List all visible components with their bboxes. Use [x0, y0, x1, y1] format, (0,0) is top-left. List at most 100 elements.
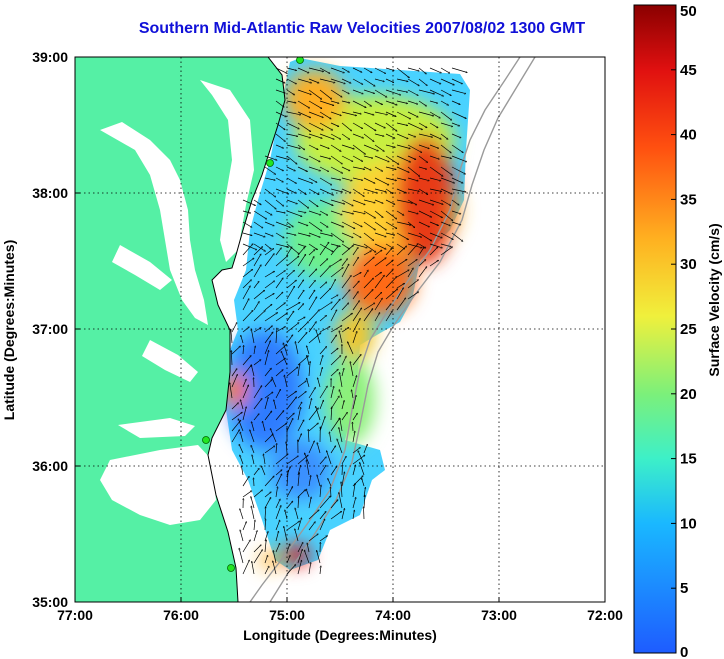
velocity-vector [275, 327, 286, 333]
velocity-vector [396, 298, 406, 311]
velocity-vector [253, 281, 259, 289]
velocity-vector [308, 522, 315, 531]
velocity-vector [275, 210, 285, 213]
velocity-vector [451, 177, 463, 183]
velocity-vector [275, 155, 289, 160]
velocity-vector [275, 199, 284, 206]
velocity-vector [374, 155, 389, 162]
velocity-vector [385, 210, 397, 219]
velocity-vector [251, 497, 255, 509]
velocity-vector [407, 259, 417, 267]
velocity-vector [238, 419, 244, 432]
velocity-vector [385, 289, 398, 300]
velocity-vector [264, 199, 276, 209]
velocity-vector [264, 332, 273, 344]
velocity-vector [418, 144, 429, 149]
station-marker [227, 564, 235, 572]
station-marker [202, 436, 210, 444]
velocity-vector [352, 199, 365, 205]
velocity-vector [264, 313, 278, 322]
velocity-vector [396, 155, 411, 162]
velocity-vector [297, 473, 299, 487]
velocity-vector [352, 257, 359, 267]
velocity-vector [286, 199, 297, 204]
velocity-vector [286, 221, 293, 227]
velocity-vector [330, 100, 339, 103]
velocity-vector [418, 221, 430, 227]
velocity-vector [264, 476, 274, 487]
velocity-vector [328, 478, 332, 487]
velocity-vector [341, 78, 351, 83]
velocity-vector [240, 509, 244, 520]
velocity-vector [297, 322, 309, 333]
velocity-vector [407, 210, 418, 214]
velocity-vector [297, 78, 312, 83]
velocity-vector [281, 351, 288, 366]
velocity-vector [264, 566, 269, 575]
velocity-vector [308, 122, 323, 130]
velocity-vector [342, 465, 343, 476]
velocity-vector [319, 386, 327, 399]
velocity-vector [264, 293, 274, 300]
velocity-vector [352, 308, 362, 322]
velocity-vector [264, 188, 276, 197]
velocity-vector [451, 133, 461, 138]
velocity-vector [242, 199, 256, 206]
y-tick-label: 37:00 [32, 321, 68, 337]
velocity-vector [264, 341, 271, 355]
velocity-vector [253, 199, 261, 205]
velocity-vector [253, 221, 263, 228]
velocity-vector [363, 232, 374, 241]
velocity-vector [352, 155, 363, 161]
velocity-vector [297, 210, 306, 213]
velocity-vector [440, 111, 452, 120]
velocity-vector [275, 271, 285, 278]
velocity-vector [407, 232, 422, 237]
velocity-vector [319, 496, 331, 509]
velocity-vector [407, 100, 418, 104]
velocity-vector [253, 247, 263, 256]
velocity-vector [363, 289, 373, 300]
velocity-vector [340, 418, 343, 432]
colorbar-tick-label: 20 [680, 386, 697, 403]
x-tick-label: 74:00 [375, 607, 411, 623]
velocity-vector [297, 243, 306, 247]
velocity-vector [308, 257, 314, 267]
velocity-vector [242, 560, 249, 575]
velocity-vector [308, 155, 320, 162]
velocity-vector [275, 358, 286, 366]
y-tick-label: 35:00 [32, 594, 68, 610]
velocity-vector [275, 531, 279, 542]
velocity-vector [319, 282, 327, 289]
velocity-vector [385, 270, 393, 278]
velocity-vector [308, 221, 322, 231]
velocity-vector [330, 166, 343, 173]
velocity-vector [330, 466, 337, 476]
velocity-vector [275, 474, 282, 487]
velocity-vector [308, 188, 319, 195]
velocity-vector [440, 67, 450, 73]
velocity-vector [297, 166, 308, 172]
velocity-vector [330, 155, 342, 164]
velocity-vector [264, 392, 273, 399]
velocity-vector [418, 89, 435, 94]
velocity-vector [429, 177, 441, 181]
velocity-vector [363, 122, 376, 131]
velocity-vector [451, 67, 467, 73]
velocity-vector [352, 177, 363, 180]
velocity-vector [440, 177, 455, 183]
velocity-vector [275, 520, 280, 531]
velocity-vector [264, 555, 268, 564]
velocity-vector [264, 434, 273, 443]
velocity-vector [440, 243, 451, 247]
velocity-vector [275, 454, 288, 465]
velocity-vector [352, 89, 363, 94]
velocity-vector [297, 177, 313, 183]
velocity-vector [264, 497, 271, 509]
velocity-vector [429, 247, 438, 256]
velocity-vector [363, 78, 375, 86]
velocity-vector [252, 561, 255, 575]
velocity-vector [240, 400, 244, 410]
station-marker [266, 159, 274, 167]
velocity-vector [451, 89, 466, 94]
